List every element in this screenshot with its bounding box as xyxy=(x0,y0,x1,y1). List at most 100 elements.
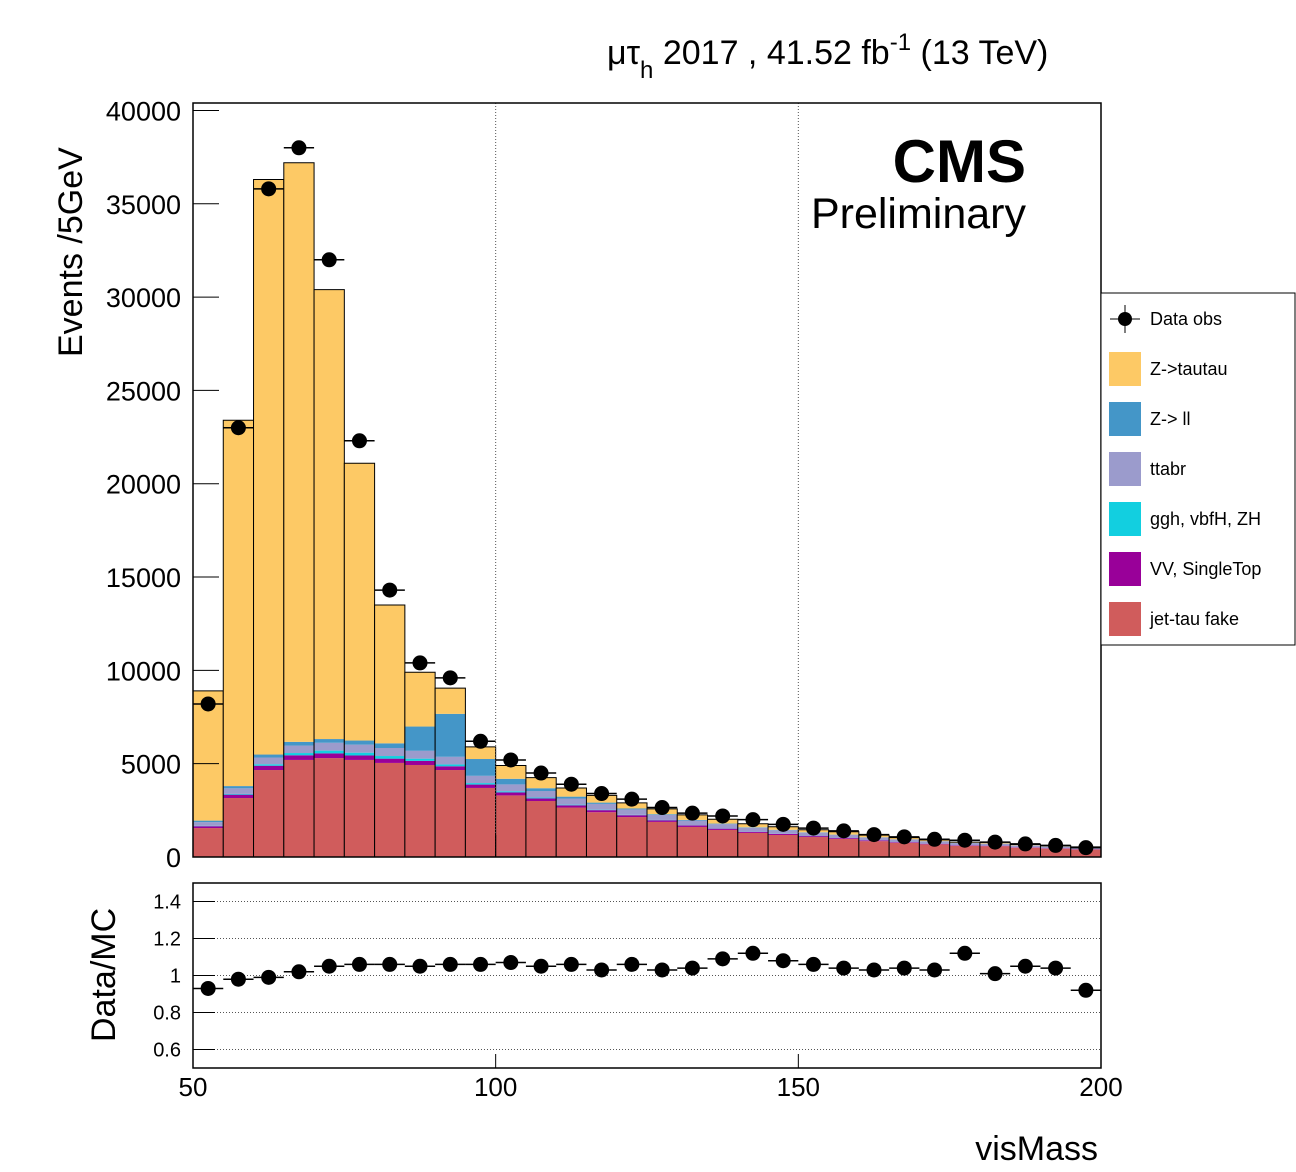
stack-bar xyxy=(465,784,496,788)
title-superscript: -1 xyxy=(890,29,911,56)
y-tick-label: 5000 xyxy=(121,750,181,780)
ratio-point xyxy=(261,969,277,985)
data-point xyxy=(684,805,700,821)
stack-bar xyxy=(556,804,587,806)
ratio-point xyxy=(957,945,973,961)
stack-bar xyxy=(465,746,496,760)
ratio-point xyxy=(321,958,337,974)
stack-bar xyxy=(344,740,375,745)
stack-bar xyxy=(193,820,224,823)
x-tick-label: 100 xyxy=(474,1072,517,1102)
legend-label: ttabr xyxy=(1150,459,1186,479)
data-point xyxy=(654,800,670,816)
stack-bar xyxy=(495,784,526,792)
stack-bar xyxy=(193,822,224,826)
data-point xyxy=(230,420,246,436)
stack-bar xyxy=(768,830,799,834)
stack-bar xyxy=(616,815,647,818)
title-part: (13 TeV) xyxy=(911,34,1048,72)
stack-bar xyxy=(495,792,526,796)
data-point xyxy=(351,433,367,449)
stack-bar xyxy=(556,805,587,808)
stack-bar xyxy=(586,812,617,857)
stack-bar xyxy=(344,463,375,741)
data-point xyxy=(321,252,337,268)
stack-bar xyxy=(404,764,436,857)
legend-label: VV, SingleTop xyxy=(1150,559,1261,579)
data-point xyxy=(715,808,731,824)
experiment-label: CMS xyxy=(893,128,1026,195)
stack-bar xyxy=(495,765,526,779)
x-tick-label: 50 xyxy=(179,1072,208,1102)
data-point xyxy=(503,752,519,768)
legend-marker xyxy=(1118,312,1132,326)
data-point xyxy=(775,816,791,832)
stack-bar xyxy=(495,795,526,857)
legend-swatch xyxy=(1109,352,1141,386)
data-point xyxy=(533,765,549,781)
stack-bar xyxy=(314,289,345,740)
y-tick-label: 20000 xyxy=(106,470,181,500)
stack-bar xyxy=(223,794,254,799)
stack-bar xyxy=(344,759,375,857)
stack-bar xyxy=(556,796,587,799)
stack-bar xyxy=(677,825,708,827)
data-point xyxy=(896,829,912,845)
stack-bar xyxy=(344,744,375,753)
stack-bar xyxy=(1010,847,1041,857)
x-tick-label: 150 xyxy=(777,1072,820,1102)
stack-bar xyxy=(193,826,224,829)
stack-bar xyxy=(283,759,315,857)
y-tick-label: 1.4 xyxy=(153,892,181,914)
data-point xyxy=(563,776,579,792)
data-point xyxy=(1048,837,1064,853)
ratio-point xyxy=(684,960,700,976)
stack-bar xyxy=(465,783,496,785)
x-tick-label: 200 xyxy=(1079,1072,1122,1102)
stack-bar xyxy=(223,793,254,795)
stack-bar xyxy=(344,752,375,756)
data-point xyxy=(200,696,216,712)
ratio-point xyxy=(442,956,458,972)
ratio-point xyxy=(594,962,610,978)
stack-bar xyxy=(253,764,284,766)
data-point xyxy=(594,786,610,802)
y-tick-label: 1 xyxy=(170,966,181,988)
stack-bar xyxy=(404,758,436,761)
ratio-point xyxy=(1048,960,1064,976)
data-point xyxy=(624,791,640,807)
stack-bar xyxy=(647,814,678,820)
stack-bar xyxy=(768,833,799,835)
stack-bar xyxy=(344,755,375,760)
y-tick-label: 40000 xyxy=(106,96,181,126)
stack-bar xyxy=(707,824,738,829)
stack-bar xyxy=(435,764,466,767)
legend-swatch xyxy=(1109,602,1141,636)
y-tick-label: 0.8 xyxy=(153,1003,181,1025)
stack-bar xyxy=(283,162,315,742)
stack-bar xyxy=(737,827,769,832)
stack-bar xyxy=(465,775,496,784)
ratio-point xyxy=(775,953,791,969)
stack-bar xyxy=(374,758,405,763)
stack-bar xyxy=(253,754,284,758)
stack-bar xyxy=(404,726,436,751)
stack-bar xyxy=(404,672,436,727)
ratio-point xyxy=(836,960,852,976)
ratio-point xyxy=(382,956,398,972)
y-tick-label: 25000 xyxy=(106,376,181,406)
stack-bar xyxy=(647,821,678,857)
stack-bar xyxy=(374,762,405,857)
stack-bar xyxy=(435,770,466,857)
stack-bar xyxy=(586,810,617,813)
stack-bar xyxy=(525,797,557,799)
legend-swatch xyxy=(1109,402,1141,436)
stack-bar xyxy=(525,788,557,792)
legend-swatch xyxy=(1109,502,1141,536)
ratio-point xyxy=(745,945,761,961)
legend: Data obs Z->tautau Z-> ll ttabr ggh, vbfH, Z… xyxy=(1100,292,1296,646)
stack-bar xyxy=(374,743,405,749)
y-tick-label: 0 xyxy=(166,843,181,873)
legend-label: jet-tau fake xyxy=(1149,609,1239,629)
stack-bar xyxy=(465,787,496,857)
